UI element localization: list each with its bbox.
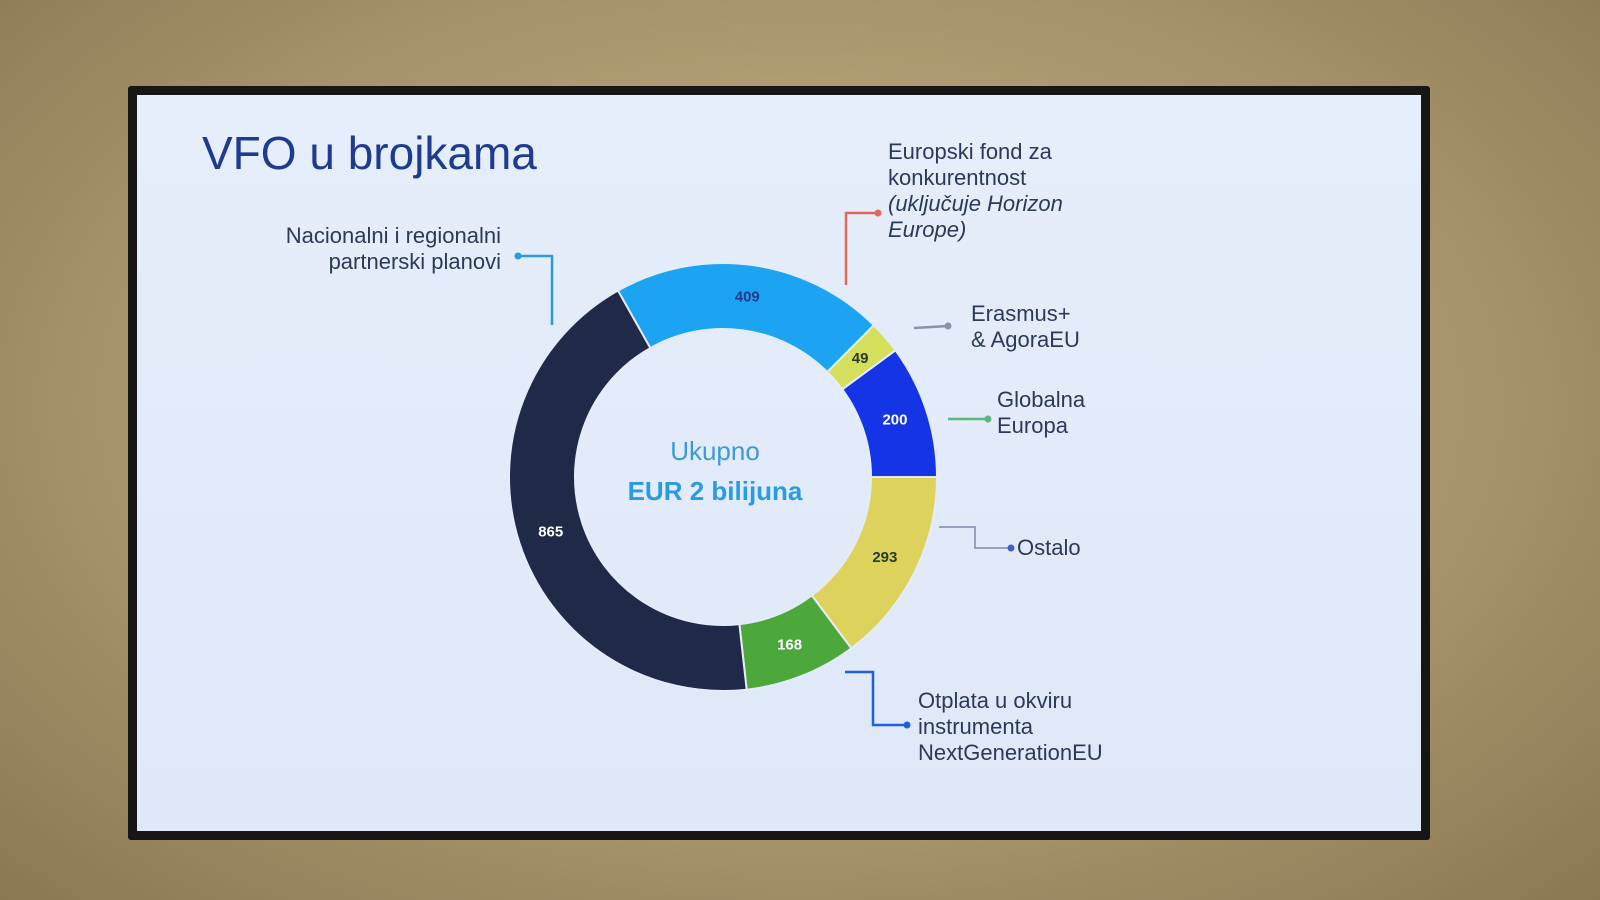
legend-label: Erasmus+ & AgoraEU bbox=[971, 301, 1080, 352]
connector-dot bbox=[944, 322, 952, 330]
connector bbox=[844, 211, 878, 285]
legend-note: (uključuje Horizon Europe) bbox=[888, 191, 1063, 242]
slide: VFO u brojkama Ukupno 409 49 200 293 168 865 E… bbox=[137, 95, 1421, 831]
value-label: 168 bbox=[777, 636, 802, 653]
connector-dot bbox=[984, 415, 992, 423]
legend-label: Otplata u okviru instrumenta NextGenerat… bbox=[918, 688, 1103, 765]
chart-title: VFO u brojkama bbox=[202, 127, 537, 179]
value-label: 293 bbox=[872, 549, 897, 566]
center-label: Ukupno bbox=[670, 436, 760, 466]
legend-label: Ostalo bbox=[1017, 535, 1081, 560]
connector bbox=[913, 324, 949, 330]
connector-dot bbox=[903, 721, 911, 729]
connector-dot bbox=[874, 209, 882, 217]
legend-label: Nacionalni i regionalni partnerski plano… bbox=[285, 223, 501, 274]
connector-dot bbox=[1007, 544, 1015, 552]
legend-label: Europski fond za konkurentnost (uključuj… bbox=[888, 139, 1093, 243]
donut-segment bbox=[508, 289, 748, 692]
value-label: 49 bbox=[852, 350, 869, 367]
connector-dot bbox=[514, 252, 522, 260]
center-value: EUR 2 bilijuna bbox=[628, 476, 803, 506]
legend-label: Europski fond za konkurentnost bbox=[888, 139, 1052, 190]
connector bbox=[939, 526, 1011, 549]
chart: VFO u brojkama Ukupno 409 49 200 293 168 865 E… bbox=[202, 127, 1015, 729]
value-label: 409 bbox=[735, 289, 760, 306]
connector bbox=[845, 670, 907, 727]
value-label: 200 bbox=[882, 412, 907, 429]
legend-label: Globalna Europa bbox=[997, 387, 1086, 438]
donut-segment bbox=[616, 262, 876, 374]
value-label: 865 bbox=[538, 524, 563, 541]
connector bbox=[518, 254, 554, 325]
tv-frame: VFO u brojkama Ukupno 409 49 200 293 168 865 E… bbox=[128, 86, 1430, 840]
connectors bbox=[514, 209, 1015, 729]
